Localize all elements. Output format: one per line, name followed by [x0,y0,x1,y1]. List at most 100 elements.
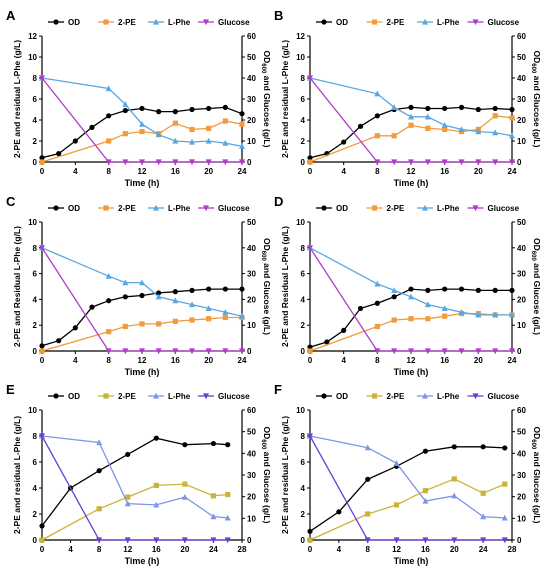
data-point [122,131,128,137]
data-point [96,506,102,512]
legend-label: OD [336,204,348,213]
data-point [172,159,179,166]
right-y-tick-label: 40 [517,449,526,458]
x-tick-label: 16 [440,167,449,176]
data-point [422,537,429,544]
data-point [364,444,371,451]
x-tick-label: 12 [407,167,416,176]
data-point [364,537,371,544]
series-l-phe [39,432,231,521]
data-point [374,133,380,139]
data-point [39,523,45,529]
legend-item: 2-PE [366,204,405,213]
legend-label: L-Phe [168,392,191,401]
left-y-tick-label: 6 [33,270,38,279]
data-point [509,287,515,293]
panel-label: E [6,382,15,397]
x-tick-label: 8 [106,167,111,176]
series-od [39,286,245,349]
panel-label: A [6,8,16,23]
left-y-tick-label: 10 [296,218,305,227]
data-point [374,280,381,287]
x-tick-label: 16 [421,545,430,554]
data-point [509,159,515,166]
data-point [222,159,229,166]
left-y-tick-label: 10 [28,218,37,227]
x-tick-label: 4 [341,356,346,365]
x-tick-label: 16 [171,167,180,176]
data-point [156,321,162,327]
data-point [391,294,397,300]
data-point [408,159,414,166]
right-y-tick-label: 30 [247,471,256,480]
data-point [451,444,457,450]
data-point [189,317,195,323]
data-point [422,448,429,454]
series-line [309,77,513,137]
right-y-tick-label: 40 [517,74,526,83]
legend-item: L-Phe [417,204,460,213]
right-y-tick-label: 0 [247,536,252,545]
data-point [239,312,245,319]
data-point [442,126,448,133]
x-axis-label: Time (h) [394,367,429,377]
x-tick-label: 24 [508,356,517,365]
left-y-tick-label: 8 [33,74,38,83]
right-y-tick-label: 60 [517,406,526,415]
data-point [451,492,458,499]
data-point [96,537,103,544]
legend-label: L-Phe [437,392,460,401]
data-point [39,159,45,165]
left-y-tick-label: 10 [28,406,37,415]
data-point [125,494,131,500]
data-point [189,138,195,145]
data-point [124,500,131,507]
left-y-tick-label: 0 [301,158,306,167]
data-point [441,305,448,312]
data-point [425,316,431,322]
series-od [39,435,231,529]
data-point [72,325,78,331]
data-point [422,488,429,494]
data-point [206,125,212,131]
data-point [239,111,245,117]
data-point [480,490,486,496]
left-y-tick-label: 6 [301,458,306,467]
left-y-axis-label: 2-PE and residual L-Phe (g/L) [12,40,22,158]
right-y-tick-label: 40 [517,244,526,253]
right-y-tick-label: 50 [517,53,526,62]
data-point [341,139,347,145]
right-y-tick-label: 20 [517,493,526,502]
left-y-tick-label: 6 [301,95,306,104]
data-point [458,309,465,315]
data-point [122,159,129,166]
data-point [475,311,482,318]
series-2-pe [39,314,245,354]
series-line [41,247,243,317]
legend-item: OD [48,18,80,27]
right-y-tick-label: 0 [247,158,252,167]
left-y-tick-label: 6 [33,95,38,104]
right-y-axis-label: OD600 and Glucose (g/L) [260,238,272,335]
right-y-tick-label: 10 [247,321,256,330]
data-point [341,327,347,333]
x-tick-label: 12 [407,356,416,365]
x-axis-label: Time (h) [394,556,429,566]
legend-item: 2-PE [98,204,136,213]
legend-label: OD [336,18,348,27]
data-point [374,113,380,119]
data-point [441,348,448,355]
series-2-pe [39,481,231,543]
legend-label: OD [68,392,80,401]
series-l-phe [39,74,245,149]
series-line [309,435,505,541]
x-tick-label: 0 [40,356,45,365]
legend-label: 2-PE [118,204,136,213]
right-y-tick-label: 10 [517,137,526,146]
series-line [41,120,243,163]
data-point [441,122,448,128]
legend-marker [371,393,378,399]
left-y-tick-label: 0 [33,347,38,356]
data-point [239,121,245,127]
